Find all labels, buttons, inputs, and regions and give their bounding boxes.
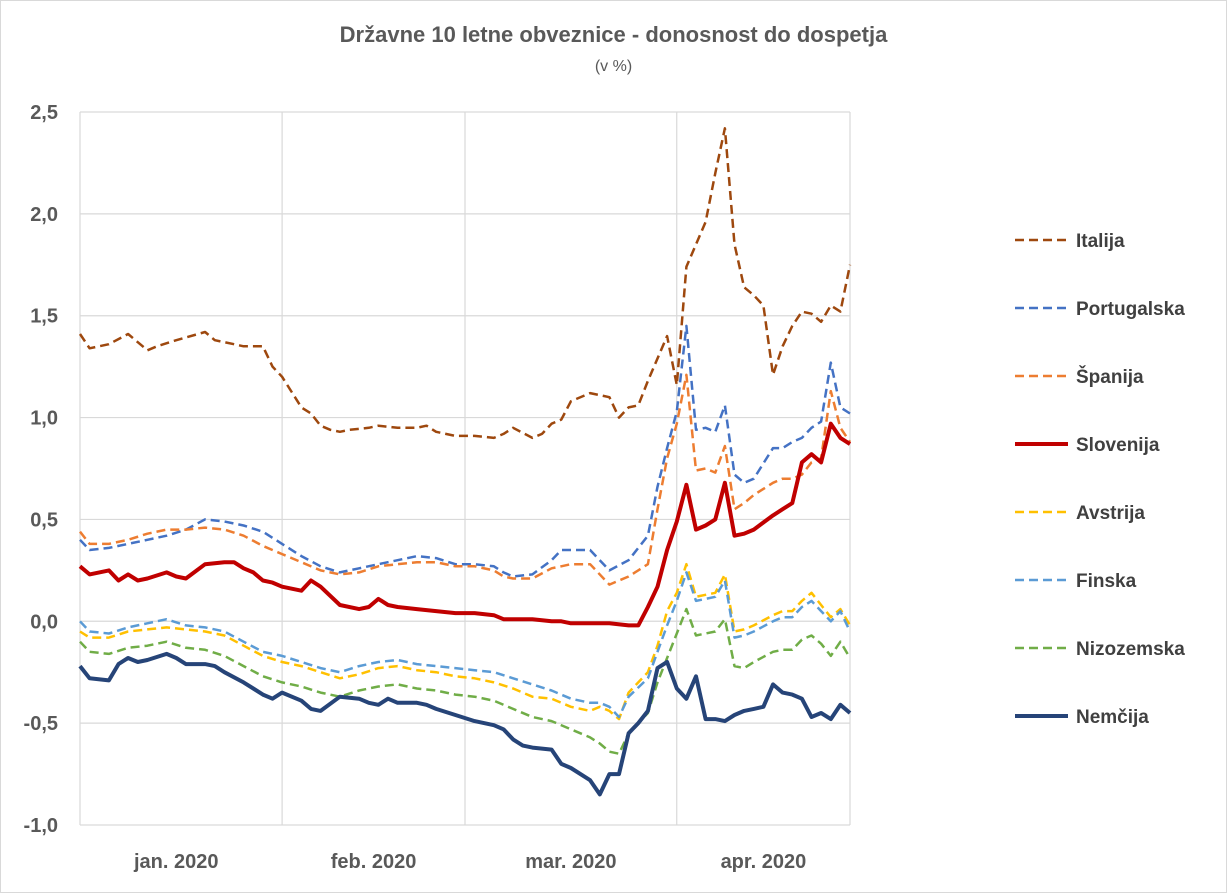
legend-label: Italija — [1076, 231, 1125, 252]
y-tick-label: 0,0 — [30, 611, 58, 633]
y-tick-label: 1,5 — [30, 306, 58, 328]
legend-label: Avstrija — [1076, 503, 1145, 524]
series-lines — [78, 127, 852, 797]
series-line-slovenija — [78, 421, 852, 628]
legend-label: Nizozemska — [1076, 639, 1185, 660]
series-line-finska — [79, 571, 852, 719]
y-tick-label: -1,0 — [24, 815, 58, 837]
series-line-španija — [79, 373, 852, 586]
chart-title: Državne 10 letne obveznice - donosnost d… — [339, 22, 888, 47]
legend-label: Finska — [1076, 571, 1137, 592]
x-tick-label: jan. 2020 — [133, 851, 219, 873]
legend-label: Slovenija — [1076, 435, 1160, 456]
legend-label: Nemčija — [1076, 707, 1149, 728]
y-tick-label: 0,5 — [30, 509, 58, 531]
x-tick-label: apr. 2020 — [721, 851, 807, 873]
legend-label: Španija — [1076, 366, 1144, 388]
axes: 2,5 2,0 1,5 1,0 0,5 0,0 -0,5 -1,0 jan. 2020 feb. … — [24, 102, 807, 873]
series-line-portugalska — [79, 324, 851, 578]
series-line-avstrija — [79, 562, 852, 721]
y-tick-label: 2,5 — [30, 102, 58, 124]
x-tick-label: feb. 2020 — [331, 851, 417, 873]
legend-label: Portugalska — [1076, 299, 1185, 320]
y-tick-label: 2,0 — [30, 204, 58, 226]
y-tick-label: -0,5 — [24, 713, 58, 735]
x-tick-label: mar. 2020 — [525, 851, 616, 873]
series-line-nemčija — [78, 651, 852, 797]
chart-subtitle: (v %) — [594, 58, 633, 75]
series-line-nizozemska — [79, 607, 852, 755]
legend: Italija Portugalska Španija Slovenija Avstri… — [1015, 231, 1185, 728]
y-tick-label: 1,0 — [30, 408, 58, 430]
series-line-italija — [78, 127, 852, 440]
